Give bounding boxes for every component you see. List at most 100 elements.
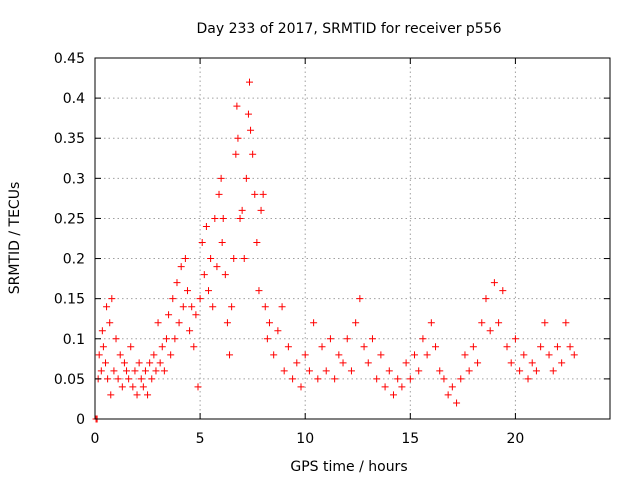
data-point: [156, 359, 164, 367]
data-point: [95, 351, 103, 359]
data-point: [553, 343, 561, 351]
data-point: [205, 287, 213, 295]
data-point: [209, 303, 217, 311]
data-point: [127, 343, 135, 351]
data-point: [570, 351, 578, 359]
data-point: [242, 174, 250, 182]
y-axis-label: SRMTID / TECUs: [7, 182, 23, 295]
data-point: [528, 359, 536, 367]
data-point: [98, 327, 106, 335]
chart-title: Day 233 of 2017, SRMTID for receiver p55…: [196, 21, 501, 37]
data-point: [146, 359, 154, 367]
x-axis-label: GPS time / hours: [290, 459, 407, 475]
data-point: [160, 367, 168, 375]
data-point: [135, 359, 143, 367]
data-point: [297, 383, 305, 391]
y-tick-label: 0.1: [63, 332, 85, 348]
data-point: [322, 367, 330, 375]
data-point: [259, 190, 267, 198]
data-point: [112, 335, 120, 343]
data-point: [148, 375, 156, 383]
data-point: [549, 367, 557, 375]
data-point: [520, 351, 528, 359]
data-point: [226, 351, 234, 359]
y-tick-label: 0.25: [54, 211, 85, 227]
data-point: [106, 319, 114, 327]
data-point: [218, 239, 226, 247]
y-tick-label: 0.35: [54, 131, 85, 147]
data-point: [236, 214, 244, 222]
data-point: [566, 343, 574, 351]
data-point: [507, 359, 515, 367]
data-point: [385, 367, 393, 375]
data-point: [162, 335, 170, 343]
data-point: [219, 214, 227, 222]
data-point: [120, 359, 128, 367]
data-point: [368, 335, 376, 343]
data-point: [289, 375, 297, 383]
data-point: [469, 343, 477, 351]
data-point: [261, 303, 269, 311]
data-point: [183, 287, 191, 295]
y-tick-label: 0.2: [63, 252, 85, 268]
data-point: [432, 343, 440, 351]
data-point: [524, 375, 532, 383]
data-point: [419, 335, 427, 343]
data-point: [179, 303, 187, 311]
x-tick-label: 15: [401, 431, 419, 447]
data-point: [103, 303, 111, 311]
data-point: [198, 239, 206, 247]
data-point: [381, 383, 389, 391]
data-point: [499, 287, 507, 295]
data-point: [228, 303, 236, 311]
data-point: [246, 78, 253, 86]
data-point: [541, 319, 549, 327]
data-point: [102, 359, 110, 367]
data-point: [265, 319, 273, 327]
data-point: [402, 359, 410, 367]
data-point: [360, 343, 368, 351]
data-point: [310, 319, 318, 327]
y-tick-label: 0.45: [54, 51, 85, 67]
data-point: [211, 214, 219, 222]
data-point: [474, 359, 482, 367]
data-point: [192, 311, 200, 319]
data-point: [274, 327, 282, 335]
data-point: [255, 287, 263, 295]
data-point: [247, 126, 255, 134]
data-point: [335, 351, 343, 359]
data-point: [537, 343, 545, 351]
data-point: [200, 271, 208, 279]
x-tick-label: 0: [91, 431, 100, 447]
data-point: [186, 327, 194, 335]
data-point: [177, 263, 185, 271]
data-point: [352, 319, 360, 327]
data-point: [181, 255, 189, 263]
data-point: [562, 319, 570, 327]
data-point: [461, 351, 469, 359]
data-point: [394, 375, 402, 383]
data-point: [253, 239, 261, 247]
x-tick-label: 10: [296, 431, 314, 447]
data-point: [465, 367, 473, 375]
data-point: [125, 375, 133, 383]
y-tick-label: 0.3: [63, 171, 85, 187]
data-point: [331, 375, 339, 383]
data-point: [318, 343, 326, 351]
data-point: [516, 367, 524, 375]
plot-frame: [94, 57, 611, 420]
y-tick-label: 0.15: [54, 292, 85, 308]
data-point: [377, 351, 385, 359]
data-point: [173, 279, 181, 287]
data-point: [326, 335, 334, 343]
data-point: [196, 295, 204, 303]
data-point: [99, 343, 107, 351]
data-point: [215, 190, 223, 198]
data-point: [154, 319, 162, 327]
data-point: [152, 367, 160, 375]
data-point: [144, 391, 152, 399]
data-point: [478, 319, 486, 327]
data-point: [108, 295, 116, 303]
data-point: [293, 359, 301, 367]
